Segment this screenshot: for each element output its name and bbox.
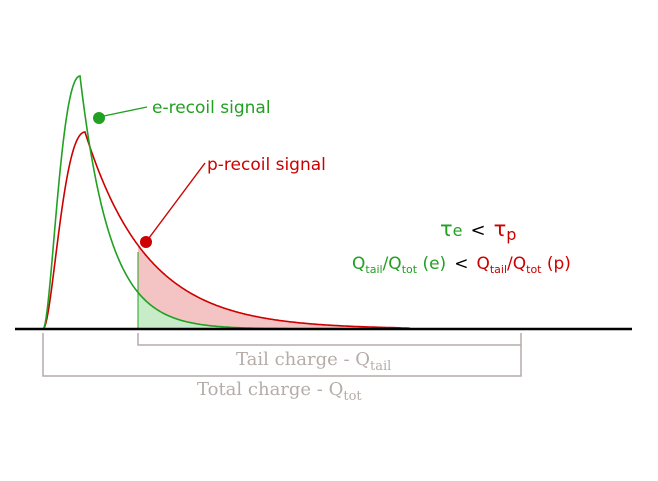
charge-ratio-comparison: Qtail/Qtot (e) < Qtail/Qtot (p) [352, 254, 571, 276]
tau-comparison: τe < τp [440, 217, 516, 244]
e-recoil-leader-line [98, 106, 148, 118]
p-recoil-label: p-recoil signal [207, 155, 326, 175]
p-recoil-curve [42, 131, 411, 330]
p-recoil-tail-area [138, 245, 410, 329]
e-recoil-tail-area [138, 292, 410, 329]
e-recoil-marker [93, 112, 105, 124]
total-charge-label: Total charge - Qtot [197, 379, 362, 404]
p-recoil-leader-line [145, 162, 206, 243]
tail-charge-label: Tail charge - Qtail [236, 349, 391, 374]
p-recoil-marker [140, 236, 152, 248]
e-recoil-label: e-recoil signal [152, 98, 271, 118]
tail-charge-bracket [137, 333, 522, 346]
total-charge-bracket [42, 333, 522, 377]
